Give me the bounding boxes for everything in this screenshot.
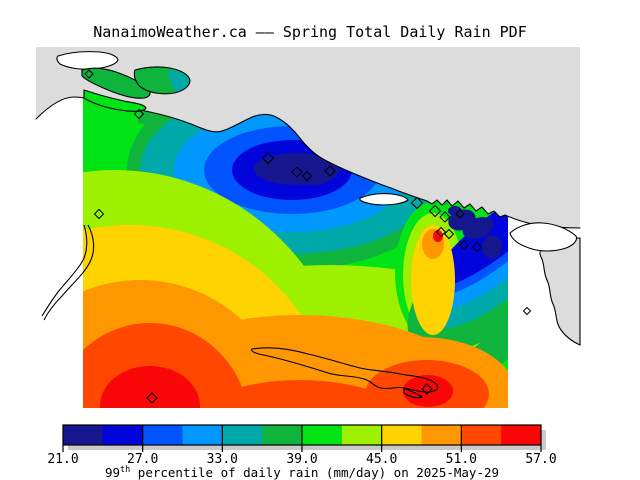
station-marker [261, 151, 275, 165]
colorbar-segment [182, 425, 223, 445]
colorbar-segment [381, 425, 422, 445]
tick-label: 45.0 [366, 452, 397, 467]
tick-label: 33.0 [207, 452, 238, 467]
page-title: NanaimoWeather.ca —— Spring Total Daily … [93, 23, 526, 41]
station-marker [146, 392, 158, 404]
station-marker [522, 306, 532, 316]
colorbar-segment [63, 425, 104, 445]
colorbar-segment [501, 425, 541, 445]
colorbar-segments [63, 425, 541, 445]
station-marker [439, 211, 451, 223]
mid-strait-islet [359, 193, 409, 206]
caption-text: percentile of daily rain (mm/day) on 202… [130, 465, 499, 480]
station-marker [84, 69, 94, 79]
colorbar-segment [222, 425, 263, 445]
station-marker [301, 170, 313, 182]
contour-field [83, 69, 508, 408]
colorbar-tickmarks [62, 445, 542, 452]
colorbar-segment [302, 425, 343, 445]
southwest-coast-outline-2 [41, 224, 88, 317]
tick-label: 51.0 [446, 452, 477, 467]
colorbar-segment [421, 425, 462, 445]
southeast-island [509, 222, 578, 252]
northwest-bay [56, 51, 119, 70]
thin-island-appendix [403, 387, 423, 399]
station-marker [133, 108, 145, 120]
station-marker [471, 241, 483, 253]
station-marker [324, 165, 336, 177]
station-marker [428, 204, 442, 218]
thin-island-outline [251, 347, 439, 393]
colorbar-segment [102, 425, 144, 445]
tick-label: 57.0 [525, 452, 556, 467]
station-marker [291, 166, 303, 178]
colorbar-segment [142, 425, 183, 445]
colorbar-dividers [142, 425, 462, 445]
colorbar-segment [262, 425, 303, 445]
northwest-islands [81, 66, 191, 112]
colorbar-segment [461, 425, 502, 445]
station-marker [455, 209, 465, 219]
colorbar-segment [341, 425, 383, 445]
southeast-landmass [539, 237, 581, 346]
colorbar-caption: 99th percentile of daily rain (mm/day) o… [105, 465, 499, 480]
station-marker [421, 383, 433, 395]
caption-superscript: th [120, 465, 130, 475]
tick-label: 39.0 [286, 452, 317, 467]
map-canvas [35, 47, 581, 408]
station-marker [410, 196, 424, 210]
station-marker [458, 239, 470, 251]
station-marker [443, 228, 455, 240]
station-marker [93, 208, 105, 220]
southwest-coast-outline [43, 224, 95, 321]
caption-number: 99 [105, 465, 120, 480]
station-markers [84, 69, 532, 404]
tick-label: 21.0 [47, 452, 78, 467]
colorbar: 21.0 27.0 33.0 39.0 45.0 51.0 57.0 99th … [47, 424, 557, 480]
tick-label: 27.0 [127, 452, 158, 467]
station-marker [435, 226, 447, 238]
colorbar-tick-labels: 21.0 27.0 33.0 39.0 45.0 51.0 57.0 [47, 452, 556, 467]
